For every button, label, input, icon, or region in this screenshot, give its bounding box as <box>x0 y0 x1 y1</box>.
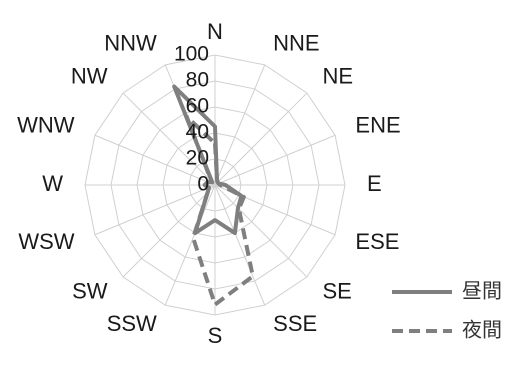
direction-label: SW <box>72 278 108 303</box>
radar-grid <box>84 54 346 316</box>
direction-label: W <box>42 171 63 196</box>
grid-spoke <box>214 92 308 186</box>
direction-label: NE <box>322 63 353 88</box>
grid-spoke <box>214 184 308 278</box>
legend-label: 夜間 <box>462 318 502 342</box>
grid-spoke <box>164 184 216 306</box>
grid-spoke <box>122 92 216 186</box>
grid-spoke <box>94 134 216 186</box>
direction-label: S <box>208 323 223 348</box>
radial-tick-labels: 0 20 40 60 80 100 <box>174 43 209 196</box>
direction-label: WSW <box>18 229 74 254</box>
direction-label: ESE <box>355 229 399 254</box>
direction-label: E <box>367 171 382 196</box>
radial-tick-label: 100 <box>174 43 209 66</box>
direction-label: SSE <box>273 311 317 336</box>
radial-tick-label: 60 <box>186 95 209 118</box>
grid-spoke <box>214 134 336 186</box>
grid-spoke <box>122 184 216 278</box>
radial-tick-label: 80 <box>186 69 209 92</box>
radial-tick-label: 40 <box>186 121 209 144</box>
direction-label: NW <box>71 63 108 88</box>
direction-label: SSW <box>107 311 157 336</box>
grid-spoke <box>214 184 266 306</box>
series-lines <box>172 84 255 307</box>
direction-label: NNE <box>273 30 319 55</box>
legend-label: 昼間 <box>462 279 502 303</box>
direction-label: NNW <box>104 30 157 55</box>
series-line-2 <box>184 114 255 307</box>
direction-label: N <box>207 19 223 44</box>
radial-tick-label: 0 <box>197 173 209 196</box>
radial-tick-label: 20 <box>186 147 209 170</box>
direction-label: ENE <box>355 113 400 138</box>
grid-spoke <box>94 184 216 236</box>
direction-label: SE <box>322 278 351 303</box>
direction-label: WNW <box>17 113 75 138</box>
grid-spoke <box>214 64 266 186</box>
